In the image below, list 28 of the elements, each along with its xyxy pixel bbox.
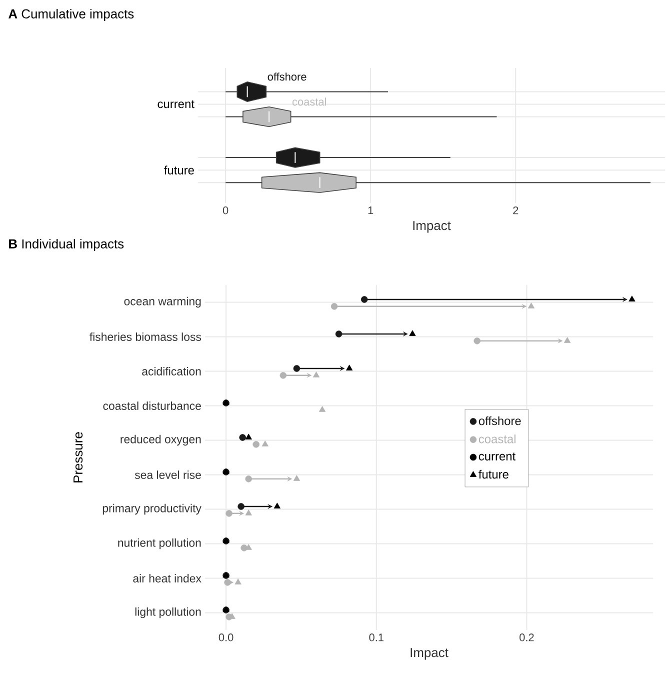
y-tick-label: light pollution bbox=[135, 607, 201, 618]
y-tick-label: acidification bbox=[142, 367, 201, 376]
y-tick-label: nutrient pollution bbox=[118, 538, 201, 550]
y-axis-title: Pressure bbox=[74, 432, 83, 482]
x-tick-label: 1 bbox=[368, 206, 374, 214]
legend-label: coastal bbox=[478, 434, 516, 444]
x-axis-title: Impact bbox=[410, 648, 448, 660]
y-tick-label: coastal disturbance bbox=[103, 402, 201, 410]
text: A Cumulative impacts bbox=[8, 8, 134, 22]
y-tick-label: fisheries biomass loss bbox=[90, 332, 202, 341]
x-tick-label: 0.2 bbox=[520, 634, 534, 642]
text: B Individual impacts bbox=[9, 238, 124, 252]
annotation: current bbox=[478, 452, 516, 460]
y-tick-label: ocean warming bbox=[124, 296, 201, 308]
x-tick-label: 0 bbox=[222, 206, 228, 214]
legend-label: future bbox=[478, 470, 508, 479]
y-tick-label: current bbox=[158, 100, 194, 108]
series-label: offshore bbox=[268, 72, 306, 81]
x-tick-label: 0.0 bbox=[218, 634, 234, 642]
x-tick-label: 2 bbox=[513, 206, 518, 214]
y-tick-label: reduced oxygen bbox=[120, 434, 201, 446]
y-tick-label: sea level rise bbox=[134, 470, 201, 479]
legend-label: offshore bbox=[478, 416, 521, 426]
x-tick-label: 0.1 bbox=[369, 634, 384, 642]
y-tick-label: primary productivity bbox=[102, 504, 202, 515]
x-axis-title: Impact bbox=[413, 221, 451, 233]
series-label: coastal bbox=[292, 98, 326, 106]
y-tick-label: air heat index bbox=[133, 574, 202, 582]
